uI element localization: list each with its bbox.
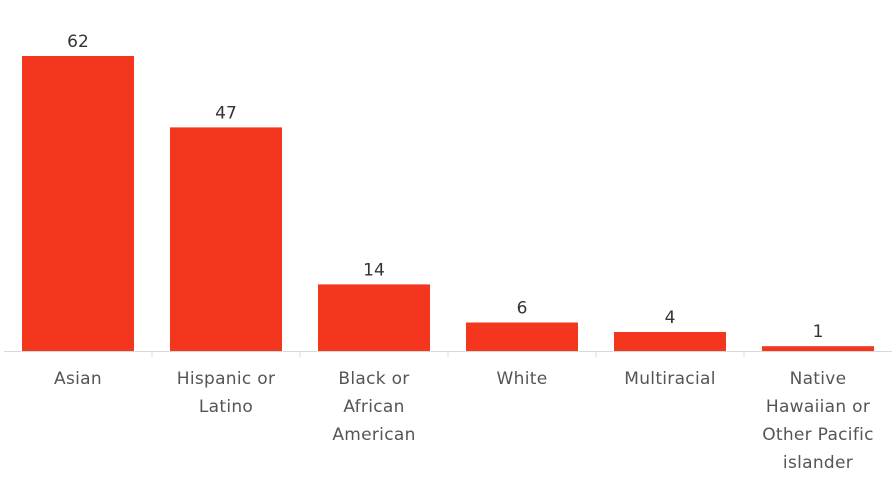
x-axis-ticks [151,351,745,357]
category-label-5: Native Hawaiian or Other Pacific islander [762,369,874,473]
category-label-2: Black or African American [332,369,415,445]
value-label-1: 47 [215,103,237,123]
bar-4 [614,332,726,351]
category-label-1: Hispanic or Latino [177,369,276,417]
category-label-0-line-0: Asian [54,369,102,389]
category-label-0: Asian [54,369,102,389]
value-label-0: 62 [67,32,89,52]
category-labels-group: Asian Hispanic or Latino Black or African Ame… [54,369,874,473]
bar-5 [762,346,874,351]
value-labels-group: 62 47 14 6 4 1 [67,32,823,342]
category-label-5-line-0: Native [790,369,847,389]
category-label-3-line-0: White [497,369,548,389]
category-label-2-line-1: African [343,397,404,417]
category-label-5-line-3: islander [783,453,853,473]
bar-3 [466,322,578,351]
value-label-3: 6 [517,299,528,319]
category-label-1-line-0: Hispanic or [177,369,276,389]
bar-0 [22,56,134,351]
category-label-2-line-0: Black or [338,369,409,389]
value-label-2: 14 [363,260,385,280]
category-label-4-line-0: Multiracial [624,369,715,389]
category-label-4: Multiracial [624,369,715,389]
value-label-4: 4 [665,308,676,328]
category-label-1-line-1: Latino [199,397,253,417]
category-label-5-line-2: Other Pacific [762,425,874,445]
bar-1 [170,127,282,352]
category-label-5-line-1: Hawaiian or [766,397,870,417]
bar-2 [318,284,430,351]
value-label-5: 1 [813,322,824,342]
category-label-3: White [497,369,548,389]
bars-group [22,56,874,352]
category-label-2-line-2: American [332,425,415,445]
